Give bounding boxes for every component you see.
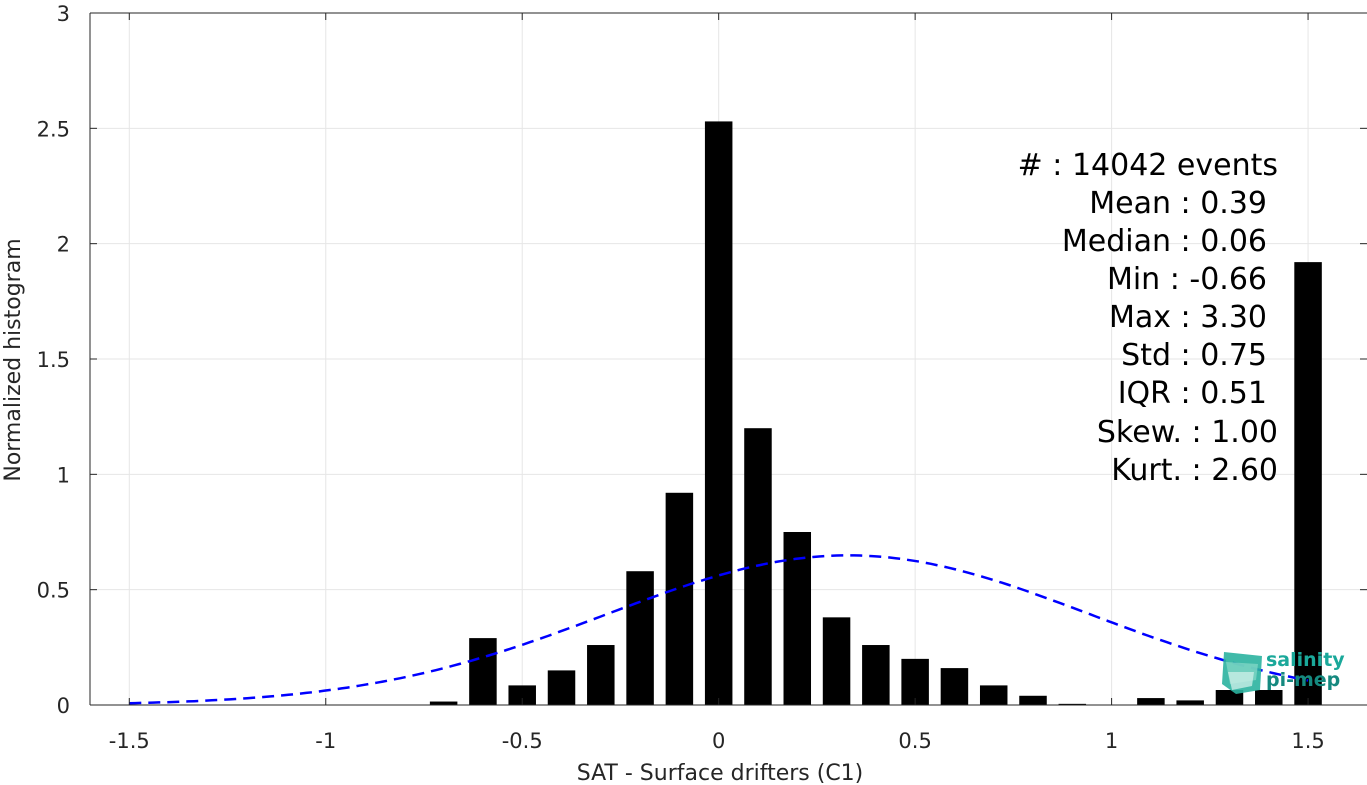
y-tick-label-1: 0.5 [37,579,70,603]
x-tick-label-3: 0 [712,729,725,753]
x-tick-label-6: 1.5 [1291,729,1324,753]
histogram-bar-3 [547,670,576,705]
histogram-bar-1 [469,638,497,705]
stat-max: Max : 3.30 [1109,300,1267,335]
histogram-bar-13 [940,668,969,705]
x-tick-labels: -1.5 -1 -0.5 0 0.5 1 1.5 [109,729,1325,753]
y-axis-label: Normalized histogram [1,238,26,481]
histogram-bar-18 [1176,700,1204,705]
stat-iqr: IQR : 0.51 [1118,376,1267,411]
stat-kurt: Kurt. : 2.60 [1111,453,1278,488]
salinity-pimep-logo-icon [1222,652,1262,694]
stat-median: Median : 0.06 [1062,224,1267,259]
histogram-bar-16 [1058,703,1087,705]
histogram-bar-12 [901,658,929,705]
histogram-bar-10 [822,617,851,705]
gaussian-fit-line [129,554,1309,705]
histogram-bar-7 [704,121,733,705]
stat-min: Min : -0.66 [1107,262,1267,297]
x-tick-label-5: 1 [1105,729,1118,753]
logo-text-pimep: pi-mep [1266,669,1340,691]
x-tick-label-1: -1 [315,729,336,753]
stats-box: # : 14042 events Mean : 0.39 Median : 0.… [1018,148,1278,488]
gaussian-fit-curve [129,554,1309,705]
histogram-bars [429,121,1322,705]
x-tick-label-0: -1.5 [109,729,150,753]
histogram-bar-21 [1294,262,1322,705]
stat-std: Std : 0.75 [1121,338,1267,373]
histogram-bar-17 [1137,698,1165,705]
histogram-bar-20 [1255,690,1283,705]
salinity-pimep-logo: salinity pi-mep [1222,649,1345,694]
stat-skew: Skew. : 1.00 [1097,415,1278,450]
y-tick-label-5: 2.5 [37,117,70,141]
y-tick-label-6: 3 [57,2,70,26]
histogram-bar-5 [626,571,654,705]
y-tick-label-0: 0 [57,694,70,718]
histogram-bar-4 [587,645,615,705]
histogram-bar-6 [665,492,694,705]
histogram-bar-2 [508,685,536,705]
axes [89,12,1367,706]
y-tick-label-3: 1.5 [37,348,70,372]
x-tick-label-4: 0.5 [898,729,931,753]
histogram-bar-14 [979,685,1008,705]
histogram-bar-11 [862,645,890,705]
histogram-bar-9 [783,532,812,705]
logo-text-salinity: salinity [1266,649,1345,671]
stat-mean: Mean : 0.39 [1089,186,1267,221]
stat-events: # : 14042 events [1018,148,1278,183]
y-tick-label-2: 1 [57,463,70,487]
x-tick-label-2: -0.5 [502,729,543,753]
histogram-bar-15 [1019,695,1047,705]
x-axis-label: SAT - Surface drifters (C1) [577,761,864,785]
histogram-bar-0 [429,701,458,705]
y-tick-label-4: 2 [57,233,70,257]
y-tick-labels: 0 0.5 1 1.5 2 2.5 3 [37,2,70,718]
